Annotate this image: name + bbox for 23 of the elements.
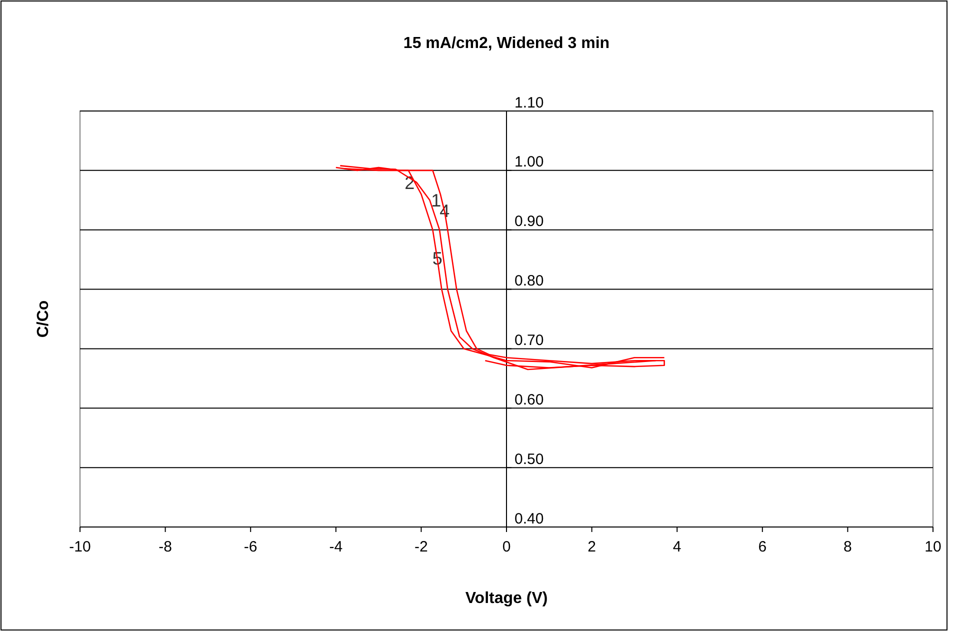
x-tick-label: -8 <box>158 538 172 556</box>
x-tick-label: 0 <box>502 538 511 556</box>
x-axis-title: Voltage (V) <box>465 590 548 607</box>
x-tick-label: -6 <box>244 538 258 556</box>
y-tick-label: 1.10 <box>514 94 544 112</box>
x-tick-label: 8 <box>844 538 852 556</box>
x-tick-label: -10 <box>69 538 91 556</box>
y-tick-label: 0.70 <box>514 332 544 349</box>
y-tick-label: 0.40 <box>514 510 544 528</box>
x-tick-label: -2 <box>414 538 428 556</box>
y-tick-label: 1.00 <box>514 154 544 171</box>
x-tick-label: 2 <box>588 538 596 556</box>
y-tick-label: 0.50 <box>514 450 544 468</box>
y-tick-label: 0.80 <box>514 272 544 290</box>
y-tick-label: 0.60 <box>514 391 544 408</box>
y-axis-title: C/Co <box>35 300 52 338</box>
annotation: 1 <box>431 190 442 211</box>
x-tick-label: 4 <box>672 538 682 556</box>
x-tick-label: 10 <box>924 538 942 556</box>
y-tick-label: 0.90 <box>514 213 544 230</box>
x-tick-label: -4 <box>329 538 343 556</box>
chart-title: 15 mA/cm2, Widened 3 min <box>403 35 610 52</box>
x-tick-label: 6 <box>758 538 767 556</box>
